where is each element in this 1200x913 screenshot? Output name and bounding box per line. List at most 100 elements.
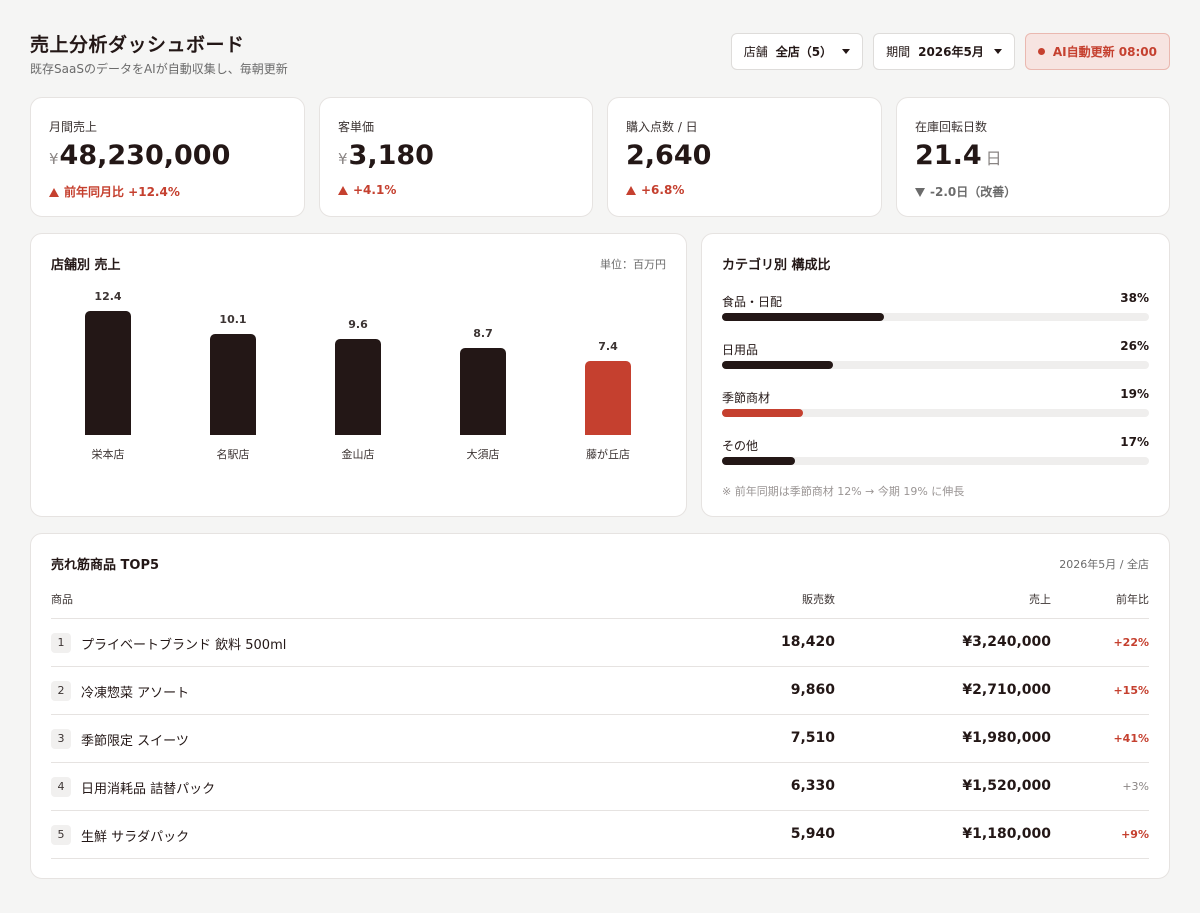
bar-category-label: 金山店	[341, 448, 375, 461]
status-dot-icon	[1037, 48, 1045, 55]
category-bar-track	[722, 457, 1149, 465]
category-bar-track	[722, 361, 1149, 369]
top-products-panel: 売れ筋商品 TOP5 2026年5月 / 全店 商品 販売数 売上 前年比 1 …	[30, 533, 1170, 879]
kpi-number: 3,180	[348, 140, 434, 171]
category-row: 食品・日配 38%	[722, 291, 1149, 333]
table-row[interactable]: 3 季節限定 スイーツ 7,510 ¥1,980,000 +41%	[51, 715, 1149, 763]
store-sales-chart: 12.4 栄本店 10.1 名駅店 9.6 金山店 8.7 大須店 7.4 藤が丘店	[31, 234, 686, 516]
column-header-qty[interactable]: 販売数	[802, 593, 835, 606]
bar-5[interactable]	[585, 361, 631, 435]
column-header-product[interactable]: 商品	[51, 593, 73, 606]
bar-3[interactable]	[335, 339, 381, 435]
category-name: 日用品	[722, 343, 759, 357]
category-name: 季節商材	[722, 391, 771, 405]
table-row[interactable]: 1 プライベートブランド 飲料 500ml 18,420 ¥3,240,000 …	[51, 619, 1149, 667]
kpi-card-inventory-turnover: 在庫回転日数 21.4 日 -2.0日（改善）	[896, 97, 1170, 217]
store-select[interactable]: 店舗 全店（5）	[730, 33, 864, 70]
category-bar-fill	[722, 313, 885, 321]
bar-category-label: 藤が丘店	[586, 448, 630, 461]
kpi-value: ¥48,230,000	[49, 140, 230, 171]
ai-update-badge: AI自動更新 08:00	[1024, 33, 1170, 70]
kpi-delta-text: +6.8%	[641, 183, 685, 197]
product-sales: ¥2,710,000	[962, 682, 1051, 698]
header-controls: 店舗 全店（5） 期間 2026年5月 AI自動更新 08:00	[730, 33, 1170, 70]
bar-value-label: 9.6	[348, 318, 368, 331]
store-sales-unit: 単位：百万円	[600, 258, 666, 271]
table-row[interactable]: 5 生鮮 サラダパック 5,940 ¥1,180,000 +9%	[51, 811, 1149, 859]
kpi-number: 2,640	[626, 140, 712, 171]
table-row[interactable]: 2 冷凍惣菜 アソート 9,860 ¥2,710,000 +15%	[51, 667, 1149, 715]
kpi-delta: +4.1%	[338, 183, 396, 197]
page-header: 売上分析ダッシュボード 既存SaaSのデータをAIが自動収集し、毎朝更新 店舗 …	[30, 30, 1170, 80]
kpi-delta-text: 前年同月比 +12.4%	[64, 185, 180, 199]
product-qty: 7,510	[790, 730, 835, 746]
kpi-card-monthly-sales: 月間売上 ¥48,230,000 前年同月比 +12.4%	[30, 97, 305, 217]
trend-down-icon	[915, 188, 925, 197]
kpi-number: 21.4	[915, 140, 982, 171]
kpi-card-items-per-day: 購入点数 / 日 2,640 +6.8%	[607, 97, 882, 217]
product-yoy: +3%	[1122, 780, 1149, 793]
category-percent: 17%	[1120, 435, 1149, 449]
column-header-yoy[interactable]: 前年比	[1116, 593, 1149, 606]
bar-value-label: 7.4	[598, 340, 618, 353]
product-yoy: +41%	[1113, 732, 1149, 745]
bar-1[interactable]	[85, 311, 131, 435]
kpi-label: 月間売上	[49, 120, 98, 134]
kpi-label: 在庫回転日数	[915, 120, 988, 134]
kpi-prefix: ¥	[49, 150, 59, 168]
category-percent: 19%	[1120, 387, 1149, 401]
bar-2[interactable]	[210, 334, 256, 435]
category-note: ※ 前年同期は季節商材 12% → 今期 19% に伸長	[722, 485, 965, 498]
chevron-down-icon	[993, 49, 1002, 54]
category-name: その他	[722, 439, 759, 453]
table-header: 商品 販売数 売上 前年比	[51, 591, 1149, 619]
period-select[interactable]: 期間 2026年5月	[873, 33, 1015, 70]
product-name: 季節限定 スイーツ	[81, 734, 189, 749]
store-sales-panel: 店舗別 売上 単位：百万円 12.4 栄本店 10.1 名駅店 9.6 金山店 8.7 大須店…	[30, 233, 687, 517]
top-products-meta: 2026年5月 / 全店	[1059, 558, 1149, 571]
bar-category-label: 栄本店	[91, 448, 125, 461]
kpi-label: 購入点数 / 日	[626, 120, 698, 134]
product-yoy: +22%	[1113, 636, 1149, 649]
category-bar-fill	[722, 409, 804, 417]
kpi-card-avg-spend: 客単価 ¥3,180 +4.1%	[319, 97, 593, 217]
bar-4[interactable]	[460, 348, 506, 435]
bar-category-label: 名駅店	[216, 448, 250, 461]
column-header-sales[interactable]: 売上	[1029, 593, 1051, 606]
category-bar-fill	[722, 457, 795, 465]
store-select-value: 全店（5）	[775, 45, 833, 59]
kpi-delta: +6.8%	[626, 183, 684, 197]
category-row: その他 17%	[722, 435, 1149, 477]
kpi-value: 2,640	[626, 140, 711, 171]
product-sales: ¥1,180,000	[962, 826, 1051, 842]
category-name: 食品・日配	[722, 295, 783, 309]
period-select-label: 期間	[886, 45, 911, 59]
store-sales-title: 店舗別 売上	[51, 258, 121, 273]
product-yoy: +9%	[1121, 828, 1149, 841]
category-bar-track	[722, 409, 1149, 417]
product-name: 冷凍惣菜 アソート	[81, 686, 190, 701]
bar-value-label: 10.1	[219, 313, 247, 326]
kpi-value: 21.4 日	[915, 140, 1002, 171]
top-products-title: 売れ筋商品 TOP5	[51, 558, 160, 573]
page-subtitle: 既存SaaSのデータをAIが自動収集し、毎朝更新	[30, 62, 288, 76]
kpi-prefix: ¥	[338, 150, 348, 168]
period-select-value: 2026年5月	[918, 45, 984, 59]
kpi-suffix: 日	[985, 149, 1002, 168]
table-row[interactable]: 4 日用消耗品 詰替パック 6,330 ¥1,520,000 +3%	[51, 763, 1149, 811]
product-name: 日用消耗品 詰替パック	[81, 782, 216, 797]
product-sales: ¥3,240,000	[962, 634, 1051, 650]
rank-badge: 3	[51, 729, 71, 749]
kpi-label: 客単価	[338, 120, 375, 134]
category-bar-fill	[722, 361, 834, 369]
rank-badge: 4	[51, 777, 71, 797]
rank-badge: 2	[51, 681, 71, 701]
category-bar-track	[722, 313, 1149, 321]
category-row: 日用品 26%	[722, 339, 1149, 381]
kpi-delta: 前年同月比 +12.4%	[49, 183, 180, 200]
category-percent: 38%	[1120, 291, 1149, 305]
product-yoy: +15%	[1113, 684, 1149, 697]
rank-badge: 5	[51, 825, 71, 845]
category-row: 季節商材 19%	[722, 387, 1149, 429]
